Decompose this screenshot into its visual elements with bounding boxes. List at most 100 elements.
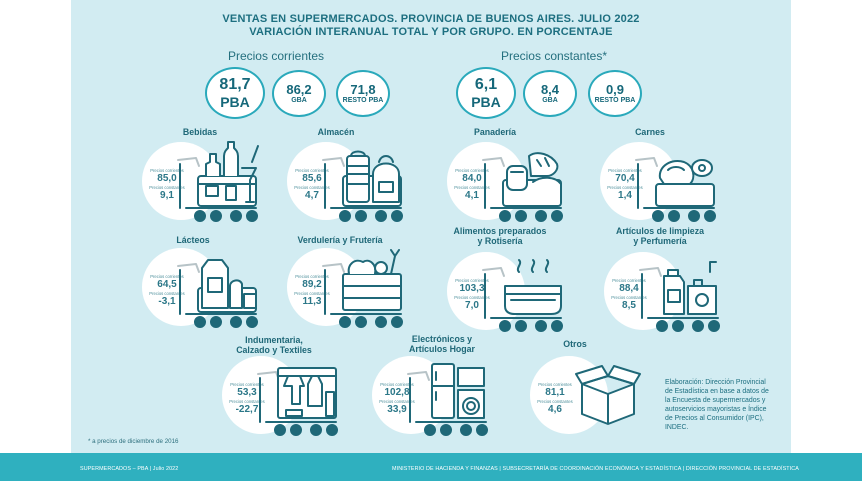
group-title-bebidas: Bebidas xyxy=(182,127,218,137)
source-credit: Elaboración: Dirección Provincial de Est… xyxy=(665,379,769,431)
group-title-lacteos: Lácteos xyxy=(176,235,210,245)
value-constantes: 1,4 xyxy=(618,190,632,201)
group-card-panaderia: Precios corrientes 84,0 Precios constant… xyxy=(447,142,563,222)
value-constantes: 33,9 xyxy=(387,404,407,415)
total-constantes-resto: 0,9 RESTO PBA xyxy=(588,70,642,117)
group-card-alimentos: Precios corrientes 103,3 Precios constan… xyxy=(447,252,563,332)
group-title-carnes: Carnes xyxy=(635,127,665,137)
label-corrientes: Precios corrientes xyxy=(230,382,264,387)
value-constantes: -22,7 xyxy=(235,404,259,415)
total-value: 81,7 xyxy=(219,76,251,93)
group-title-alimentos-1: Alimentos preparados xyxy=(453,226,547,236)
cart-bread-icon xyxy=(482,152,563,222)
label-constantes: Precios constantes xyxy=(611,295,647,300)
total-value: 8,4 xyxy=(540,82,560,97)
value-constantes: 11,3 xyxy=(302,296,322,307)
total-value: 71,8 xyxy=(350,82,376,97)
group-title-otros: Otros xyxy=(563,339,587,349)
group-card-almacen: Precios corrientes 85,6 Precios constant… xyxy=(287,142,403,222)
group-card-verduleria: Precios corrientes 89,2 Precios constant… xyxy=(287,248,403,328)
group-title-alimentos-2: y Rotisería xyxy=(477,236,523,246)
total-constantes-pba: 6,1 PBA xyxy=(456,67,516,119)
cart-dairy-icon xyxy=(177,259,258,328)
group-card-lacteos: Precios corrientes 64,5 Precios constant… xyxy=(142,248,258,328)
label-constantes: Precios constantes xyxy=(229,399,265,404)
total-region: PBA xyxy=(471,94,501,110)
group-title-almacen: Almacén xyxy=(317,127,355,137)
total-constantes-gba: 8,4 GBA xyxy=(523,70,577,117)
value-constantes: 4,6 xyxy=(548,404,562,415)
footer-bar xyxy=(0,453,862,481)
cart-clothing-icon xyxy=(257,367,338,436)
value-corrientes: 84,0 xyxy=(462,173,482,184)
group-card-bebidas: Precios corrientes 85,0 Precios constant… xyxy=(142,141,259,222)
total-value: 6,1 xyxy=(474,76,498,93)
value-corrientes: 64,5 xyxy=(157,279,177,290)
total-corrientes-pba: 81,7 PBA xyxy=(205,67,265,119)
label-corrientes: Precios corrientes xyxy=(295,274,329,279)
label-corrientes: Precios corrientes xyxy=(455,168,489,173)
group-title-electronicos-1: Electrónicos y xyxy=(411,334,473,344)
total-region: RESTO PBA xyxy=(342,97,384,104)
label-constantes: Precios constantes xyxy=(454,295,490,300)
label-corrientes: Precios corrientes xyxy=(150,274,184,279)
label-corrientes: Precios corrientes xyxy=(538,382,572,387)
value-corrientes: 81,1 xyxy=(545,387,565,398)
value-constantes: 7,0 xyxy=(465,300,479,311)
label-constantes: Precios constantes xyxy=(607,185,643,190)
label-constantes: Precios constantes xyxy=(294,291,330,296)
footer-left-text: SUPERMERCADOS – PBA | Julio 2022 xyxy=(80,466,179,472)
total-value: 86,2 xyxy=(286,82,312,97)
group-title-limpieza-1: Artículos de limpieza xyxy=(616,226,704,236)
label-corrientes: Precios corrientes xyxy=(455,278,489,283)
cart-appliances-icon xyxy=(407,363,488,436)
value-corrientes: 70,4 xyxy=(615,173,635,184)
cart-bottles-icon xyxy=(177,141,259,222)
section-precios-corrientes: Precios corrientes xyxy=(227,49,325,63)
value-corrientes: 85,0 xyxy=(157,173,177,184)
value-constantes: -3,1 xyxy=(158,296,176,307)
group-card-limpieza: Precios corrientes 88,4 Precios constant… xyxy=(604,252,720,332)
value-constantes: 4,1 xyxy=(465,190,479,201)
label-constantes: Precios constantes xyxy=(537,399,573,404)
value-corrientes: 103,3 xyxy=(459,283,485,294)
cart-vegetables-icon xyxy=(322,249,403,328)
cart-cleaning-icon xyxy=(639,261,720,332)
total-corrientes-resto: 71,8 RESTO PBA xyxy=(336,70,390,117)
label-constantes: Precios constantes xyxy=(294,185,330,190)
group-card-carnes: Precios corrientes 70,4 Precios constant… xyxy=(600,142,716,222)
footer-right-text: MINISTERIO DE HACIENDA Y FINANZAS | SUBS… xyxy=(392,466,799,472)
value-corrientes: 88,4 xyxy=(619,283,639,294)
total-region: GBA xyxy=(542,97,558,104)
label-constantes: Precios constantes xyxy=(379,399,415,404)
value-corrientes: 102,8 xyxy=(384,387,410,398)
group-card-otros: Precios corrientes 81,1 Precios constant… xyxy=(530,356,646,434)
group-card-indumentaria: Precios corrientes 53,3 Precios constant… xyxy=(222,356,338,436)
group-title-indumentaria-2: Calzado y Textiles xyxy=(236,345,312,355)
label-corrientes: Precios corrientes xyxy=(150,168,184,173)
group-title-indumentaria-1: Indumentaria, xyxy=(245,335,303,345)
value-corrientes: 89,2 xyxy=(302,279,322,290)
label-corrientes: Precios corrientes xyxy=(295,168,329,173)
total-region: RESTO PBA xyxy=(594,97,636,104)
cart-prepared-food-icon xyxy=(482,259,563,332)
value-corrientes: 85,6 xyxy=(302,173,322,184)
label-corrientes: Precios corrientes xyxy=(612,278,646,283)
total-value: 0,9 xyxy=(605,82,625,97)
value-constantes: 8,5 xyxy=(622,300,636,311)
label-constantes: Precios constantes xyxy=(149,185,185,190)
cart-grocery-icon xyxy=(322,150,403,222)
chart-title: VENTAS EN SUPERMERCADOS. PROVINCIA DE BU… xyxy=(222,13,640,25)
group-title-panaderia: Panadería xyxy=(473,127,517,137)
total-region: PBA xyxy=(220,94,250,110)
footnote: * a precios de diciembre de 2016 xyxy=(88,438,179,445)
value-constantes: 9,1 xyxy=(160,190,174,201)
cart-meat-icon xyxy=(635,157,716,222)
value-constantes: 4,7 xyxy=(305,190,319,201)
group-title-limpieza-2: y Perfumería xyxy=(633,236,687,246)
label-constantes: Precios constantes xyxy=(149,291,185,296)
section-precios-constantes: Precios constantes* xyxy=(500,49,608,63)
label-constantes: Precios constantes xyxy=(454,185,490,190)
chart-subtitle: VARIACIÓN INTERANUAL TOTAL Y POR GRUPO. … xyxy=(249,26,613,38)
total-region: GBA xyxy=(291,97,307,104)
